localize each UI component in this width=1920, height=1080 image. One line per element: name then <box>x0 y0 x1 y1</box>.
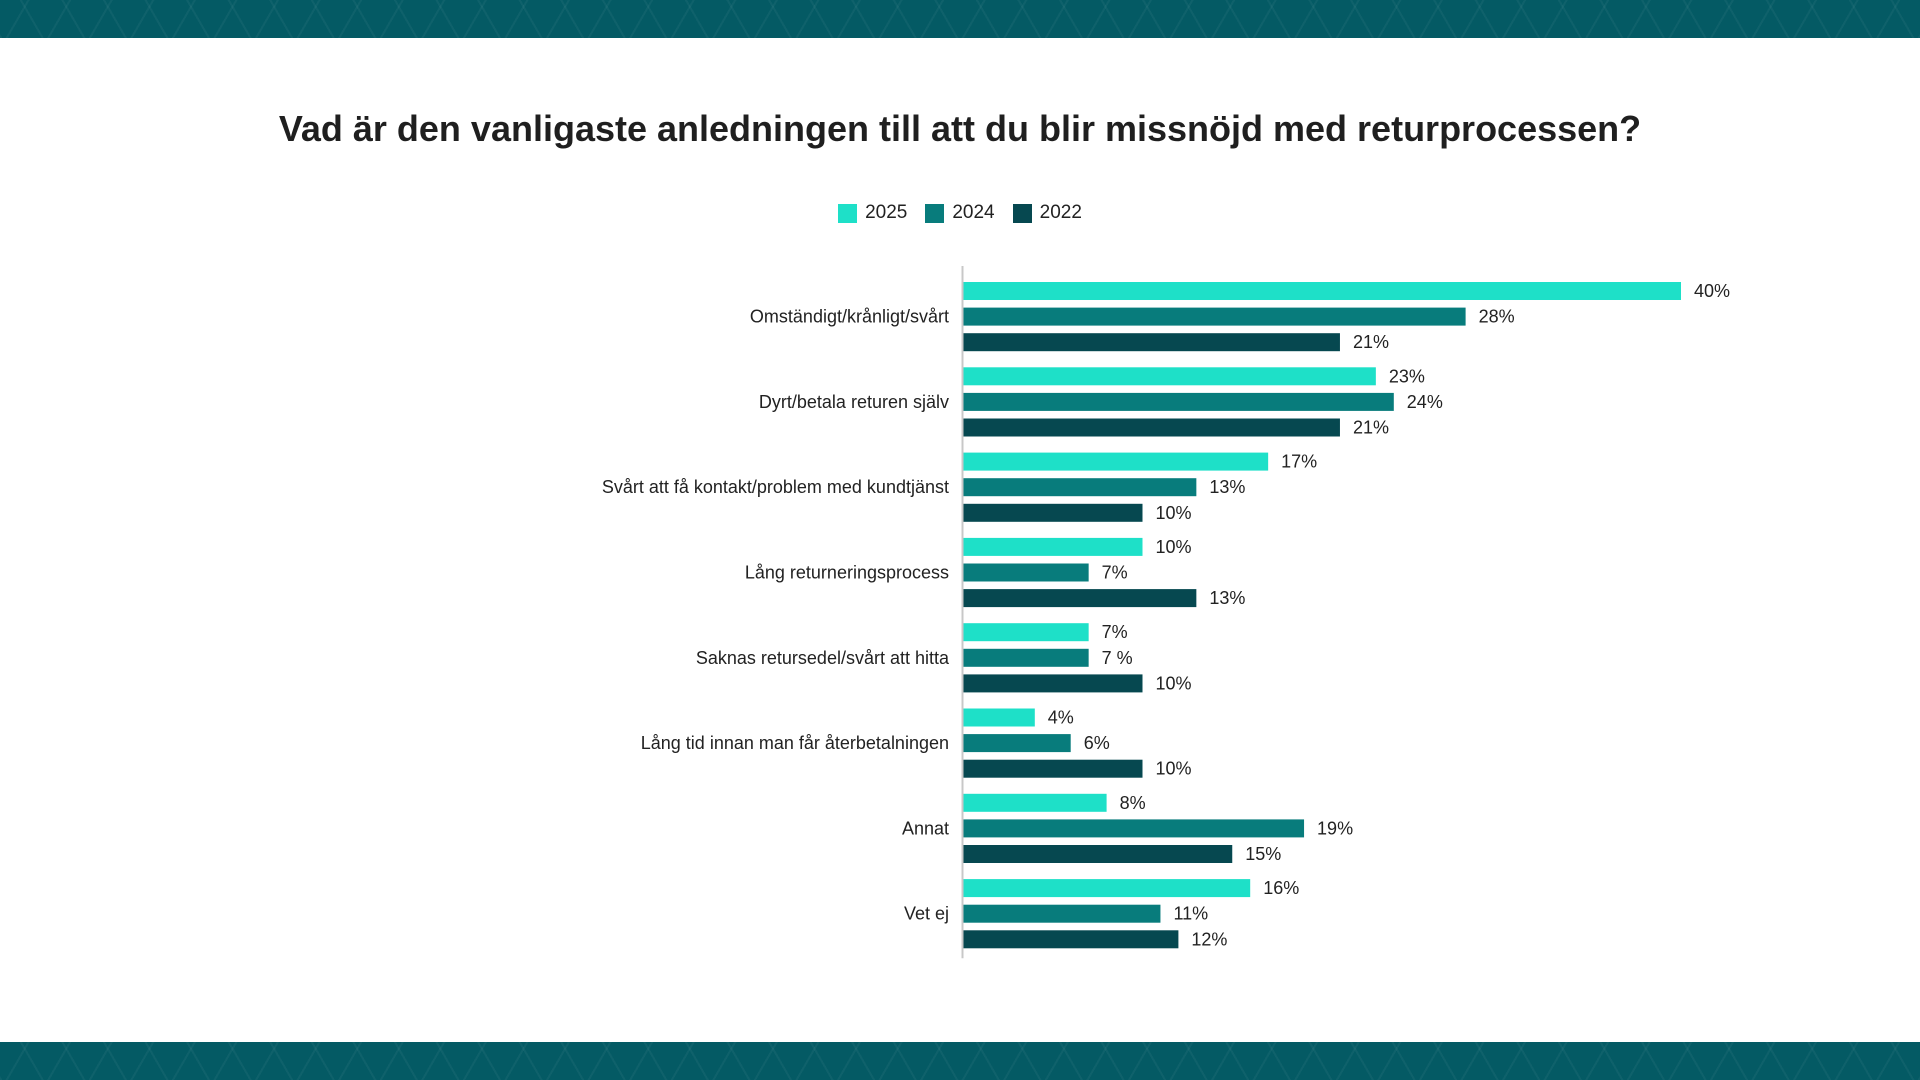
data-label: 23% <box>1389 366 1425 386</box>
bar-2024 <box>963 819 1305 838</box>
legend-swatch-2024 <box>925 203 945 223</box>
bar-2025 <box>963 879 1251 898</box>
category-label: Lång returneringsprocess <box>745 563 949 583</box>
bar-2022 <box>963 589 1197 608</box>
data-label: 10% <box>1156 537 1192 557</box>
legend-label-2025: 2025 <box>865 202 908 223</box>
data-label: 10% <box>1156 759 1192 779</box>
data-label: 24% <box>1407 392 1443 412</box>
legend-item-2024: 2024 <box>925 202 995 224</box>
legend: 2025 2024 2022 <box>0 202 1920 224</box>
data-label: 7 % <box>1102 648 1133 668</box>
bar-2022 <box>963 418 1340 437</box>
data-label: 12% <box>1191 929 1227 949</box>
data-label: 7% <box>1102 563 1128 583</box>
bar-2025 <box>963 452 1269 471</box>
category-label: Omständigt/krånligt/svårt <box>750 307 949 327</box>
legend-swatch-2025 <box>838 203 858 223</box>
data-label: 21% <box>1353 332 1389 352</box>
bar-2022 <box>963 845 1233 863</box>
bar-2024 <box>963 904 1161 923</box>
data-label: 6% <box>1084 733 1110 753</box>
data-label: 8% <box>1120 793 1146 813</box>
bar-2024 <box>963 392 1394 411</box>
bar-2025 <box>963 537 1143 556</box>
bar-2024 <box>963 734 1071 753</box>
bar-2024 <box>963 563 1089 582</box>
legend-label-2024: 2024 <box>952 202 995 223</box>
bar-2022 <box>963 674 1143 693</box>
bar-2025 <box>963 623 1089 642</box>
category-label: Saknas retursedel/svårt att hitta <box>696 648 950 668</box>
legend-label-2022: 2022 <box>1039 202 1082 223</box>
data-label: 7% <box>1102 622 1128 642</box>
data-label: 17% <box>1281 452 1317 472</box>
data-label: 13% <box>1209 588 1245 608</box>
bottom-band <box>0 1042 1920 1080</box>
bar-2022 <box>963 759 1143 778</box>
bar-2025 <box>963 708 1035 727</box>
data-label: 40% <box>1694 281 1730 301</box>
legend-swatch-2022 <box>1012 203 1032 223</box>
data-label: 19% <box>1317 818 1353 838</box>
bar-2024 <box>963 307 1466 326</box>
category-label: Annat <box>902 818 949 838</box>
data-label: 10% <box>1156 673 1192 693</box>
bar-2022 <box>963 333 1340 352</box>
data-label: 4% <box>1048 708 1074 728</box>
bar-2024 <box>963 648 1089 667</box>
category-label: Svårt att få kontakt/problem med kundtjä… <box>602 477 949 497</box>
data-label: 16% <box>1263 878 1299 898</box>
bar-2025 <box>963 282 1681 300</box>
chart-title: Vad är den vanligaste anledningen till a… <box>278 108 1642 149</box>
bar-2024 <box>963 478 1197 497</box>
bar-2022 <box>963 930 1179 949</box>
data-label: 10% <box>1156 503 1192 523</box>
data-label: 21% <box>1353 418 1389 438</box>
bar-2025 <box>963 793 1107 812</box>
data-label: 11% <box>1173 904 1208 924</box>
data-label: 13% <box>1209 477 1245 497</box>
bar-2022 <box>963 503 1143 522</box>
legend-item-2025: 2025 <box>838 202 907 224</box>
legend-item-2022: 2022 <box>1012 202 1082 224</box>
data-label: 28% <box>1479 307 1515 327</box>
bar-2025 <box>963 367 1376 386</box>
top-band <box>0 0 1920 38</box>
category-label: Vet ej <box>904 904 949 924</box>
category-label: Dyrt/betala returen själv <box>759 392 949 412</box>
category-label: Lång tid innan man får återbetalningen <box>641 733 949 753</box>
data-label: 15% <box>1245 844 1281 864</box>
